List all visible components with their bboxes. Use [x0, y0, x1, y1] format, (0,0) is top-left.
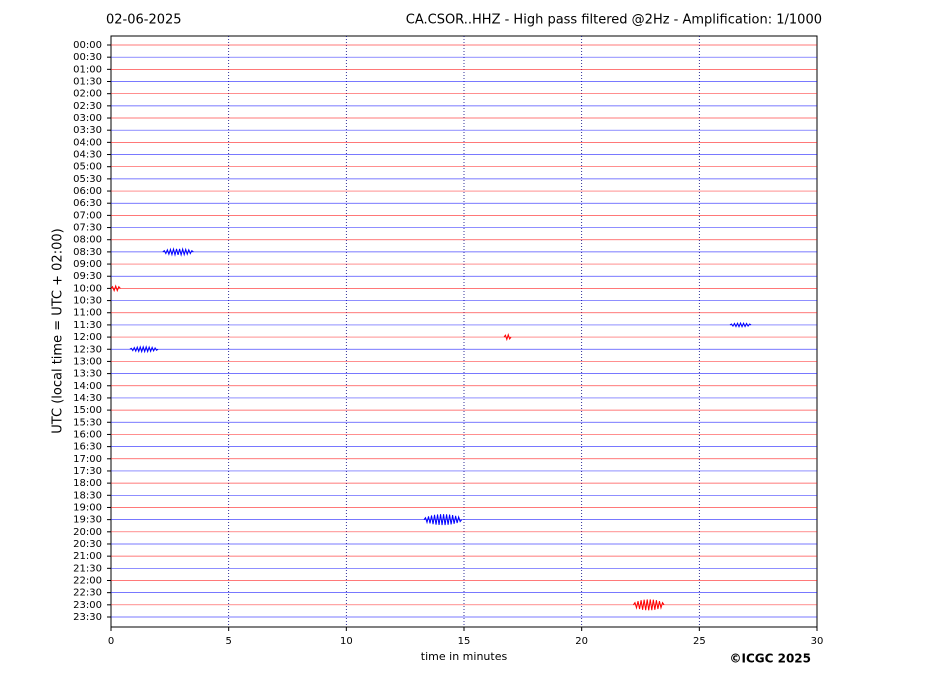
- y-tick-label: 10:00: [73, 283, 102, 294]
- y-tick-label: 21:30: [73, 563, 102, 574]
- y-tick-label: 09:30: [73, 271, 102, 282]
- y-tick-label: 11:30: [73, 320, 102, 331]
- seismic-event: [503, 333, 512, 342]
- seismic-event: [162, 247, 194, 257]
- x-tick-label: 15: [458, 636, 471, 647]
- y-tick-label: 22:30: [73, 588, 102, 599]
- y-tick-label: 10:30: [73, 296, 102, 307]
- y-tick-label: 13:30: [73, 369, 102, 380]
- y-tick-label: 01:30: [73, 77, 102, 88]
- y-tick-label: 08:00: [73, 235, 102, 246]
- seismic-event: [729, 321, 752, 329]
- y-tick-label: 18:00: [73, 478, 102, 489]
- x-tick-label: 25: [693, 636, 706, 647]
- x-tick-label: 0: [108, 636, 114, 647]
- y-tick-label: 06:00: [73, 186, 102, 197]
- y-tick-label: 07:00: [73, 210, 102, 221]
- y-tick-label: 21:00: [73, 551, 102, 562]
- seismic-event: [129, 345, 159, 354]
- seismic-event: [423, 514, 463, 526]
- y-tick-label: 19:00: [73, 502, 102, 513]
- x-axis-label: time in minutes: [421, 650, 508, 663]
- y-tick-label: 05:30: [73, 174, 102, 185]
- y-tick-label: 16:00: [73, 429, 102, 440]
- y-tick-label: 16:30: [73, 442, 102, 453]
- y-tick-label: 13:00: [73, 356, 102, 367]
- x-tick-label: 30: [811, 636, 824, 647]
- date: 02-06-2025: [106, 13, 182, 28]
- y-tick-label: 12:00: [73, 332, 102, 343]
- seismic-event: [633, 599, 665, 611]
- y-tick-label: 12:30: [73, 344, 102, 355]
- y-tick-label: 20:00: [73, 527, 102, 538]
- y-tick-label: 04:30: [73, 150, 102, 161]
- y-tick-label: 23:00: [73, 600, 102, 611]
- x-tick-label: 20: [575, 636, 588, 647]
- y-tick-label: 08:30: [73, 247, 102, 258]
- y-axis-label: UTC (local time = UTC + 02:00): [51, 228, 66, 433]
- y-tick-label: 07:30: [73, 223, 102, 234]
- credit: ©ICGC 2025: [729, 652, 811, 666]
- y-tick-label: 14:30: [73, 393, 102, 404]
- y-tick-label: 09:00: [73, 259, 102, 270]
- y-tick-label: 00:30: [73, 52, 102, 63]
- y-tick-label: 18:30: [73, 490, 102, 501]
- y-tick-label: 01:00: [73, 64, 102, 75]
- y-tick-label: 03:30: [73, 125, 102, 136]
- y-tick-label: 06:30: [73, 198, 102, 209]
- y-tick-label: 03:00: [73, 113, 102, 124]
- y-tick-label: 15:00: [73, 405, 102, 416]
- x-tick-label: 10: [340, 636, 353, 647]
- y-tick-label: 17:00: [73, 454, 102, 465]
- y-tick-label: 15:30: [73, 417, 102, 428]
- y-tick-label: 02:30: [73, 101, 102, 112]
- plot-frame: [110, 35, 818, 628]
- y-tick-label: 14:00: [73, 381, 102, 392]
- y-tick-label: 04:00: [73, 137, 102, 148]
- y-tick-label: 22:00: [73, 575, 102, 586]
- y-tick-label: 02:00: [73, 89, 102, 100]
- y-tick-label: 11:00: [73, 308, 102, 319]
- y-tick-label: 00:00: [73, 40, 102, 51]
- y-tick-label: 23:30: [73, 612, 102, 623]
- y-tick-label: 19:30: [73, 515, 102, 526]
- chart-title: CA.CSOR..HHZ - High pass filtered @2Hz -…: [406, 13, 822, 28]
- y-tick-label: 17:30: [73, 466, 102, 477]
- seismic-event: [110, 284, 121, 293]
- y-tick-label: 05:00: [73, 162, 102, 173]
- y-tick-label: 20:30: [73, 539, 102, 550]
- x-tick-label: 5: [225, 636, 231, 647]
